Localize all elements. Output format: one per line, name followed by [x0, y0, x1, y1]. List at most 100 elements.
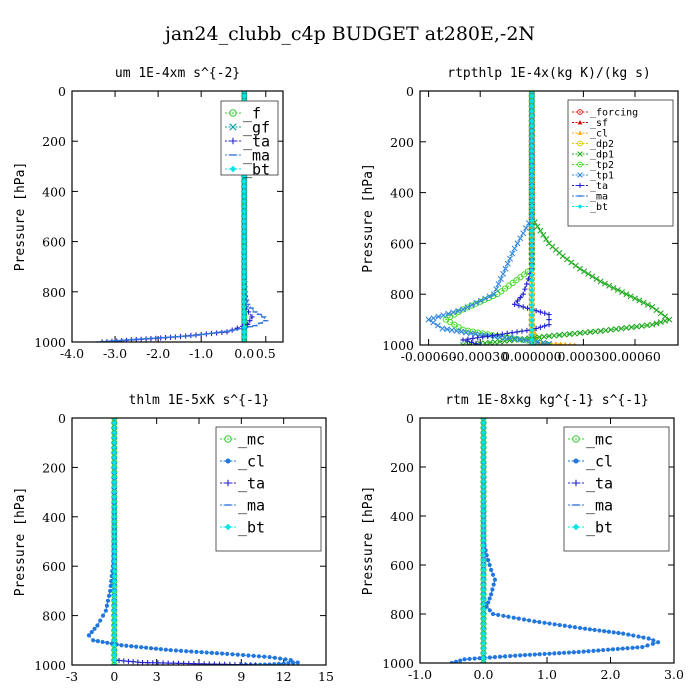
data-point — [529, 91, 535, 94]
data-point — [241, 249, 247, 255]
data-point — [111, 469, 117, 475]
data-point — [497, 275, 504, 282]
data-point — [281, 661, 286, 665]
data-point — [111, 479, 117, 485]
data-point — [111, 662, 117, 665]
data-point — [585, 270, 592, 277]
data-point — [529, 307, 535, 313]
data-point — [241, 334, 247, 340]
data-point — [529, 103, 535, 109]
data-point — [480, 582, 487, 588]
series-markers-bt — [111, 418, 117, 665]
y-tick-label: 800 — [42, 285, 66, 300]
data-point — [241, 653, 246, 658]
data-point — [657, 319, 664, 326]
data-point — [529, 247, 535, 253]
data-point — [480, 606, 487, 612]
data-point — [472, 656, 477, 661]
data-point — [430, 319, 437, 326]
data-point — [517, 235, 524, 242]
data-point — [586, 649, 591, 654]
data-point — [439, 325, 446, 332]
data-point — [511, 245, 518, 252]
x-tick-label: 0.000000 — [502, 349, 562, 364]
data-point — [480, 464, 487, 470]
data-point — [529, 297, 535, 303]
data-point — [111, 435, 117, 441]
data-point — [111, 568, 117, 574]
data-point — [222, 661, 228, 665]
data-point — [290, 660, 296, 665]
data-point — [582, 329, 589, 336]
data-point — [111, 563, 117, 569]
data-point — [468, 302, 475, 309]
data-point — [111, 553, 117, 559]
data-point — [583, 626, 588, 631]
data-point — [512, 301, 518, 307]
y-tick-label: 600 — [390, 558, 414, 573]
data-point — [480, 586, 487, 593]
data-point — [566, 331, 573, 338]
data-point — [553, 341, 559, 345]
data-point — [286, 661, 291, 665]
data-point — [480, 449, 487, 455]
data-point — [573, 342, 577, 345]
legend-box — [215, 426, 322, 552]
data-point — [528, 91, 535, 94]
data-point — [557, 622, 562, 628]
plot-frame — [419, 417, 675, 664]
data-point — [467, 656, 472, 662]
data-point — [542, 310, 548, 316]
data-point — [241, 339, 248, 342]
data-point — [464, 338, 470, 344]
data-point — [95, 623, 100, 628]
data-point — [241, 208, 247, 215]
x-tick-label: 9 — [237, 669, 245, 684]
data-point — [529, 113, 535, 119]
data-point — [480, 552, 487, 558]
data-point — [523, 225, 530, 232]
data-point — [529, 252, 535, 258]
data-point — [529, 317, 535, 323]
data-point — [111, 622, 117, 629]
data-point — [211, 661, 217, 665]
data-point — [480, 435, 487, 441]
legend-marker — [577, 161, 583, 168]
data-point — [529, 192, 535, 199]
data-point — [623, 291, 630, 298]
data-point — [480, 660, 487, 663]
data-point — [480, 418, 487, 421]
legend-label: _forcing — [590, 108, 638, 119]
data-point — [475, 335, 481, 341]
data-point — [567, 624, 572, 629]
data-point — [111, 418, 117, 421]
data-point — [514, 240, 521, 247]
data-point — [153, 646, 159, 651]
legend-label: _dp1 — [590, 150, 614, 161]
data-point — [529, 287, 535, 293]
data-point — [111, 617, 117, 624]
x-tick-label: 0.00060 — [609, 349, 661, 364]
data-point — [480, 334, 486, 340]
data-point — [262, 662, 267, 665]
data-point — [496, 612, 501, 617]
legend-label: _bt — [243, 160, 270, 178]
data-point — [134, 644, 139, 649]
data-point — [662, 313, 669, 320]
data-point — [542, 323, 548, 329]
data-point — [529, 98, 535, 104]
data-point — [480, 420, 487, 426]
data-point — [480, 479, 487, 485]
data-point — [576, 265, 583, 272]
data-point — [111, 445, 117, 451]
data-point — [111, 464, 117, 470]
data-point — [520, 304, 526, 310]
data-point — [241, 254, 247, 260]
legend: _mc _cl _ta _ma _bt — [215, 426, 322, 552]
x-tick-label: 2.0 — [601, 667, 621, 682]
y-axis-label: Pressure [hPa] — [361, 486, 376, 596]
data-point — [462, 657, 467, 662]
data-point — [514, 329, 520, 335]
data-point — [561, 331, 568, 338]
data-point — [214, 651, 220, 656]
